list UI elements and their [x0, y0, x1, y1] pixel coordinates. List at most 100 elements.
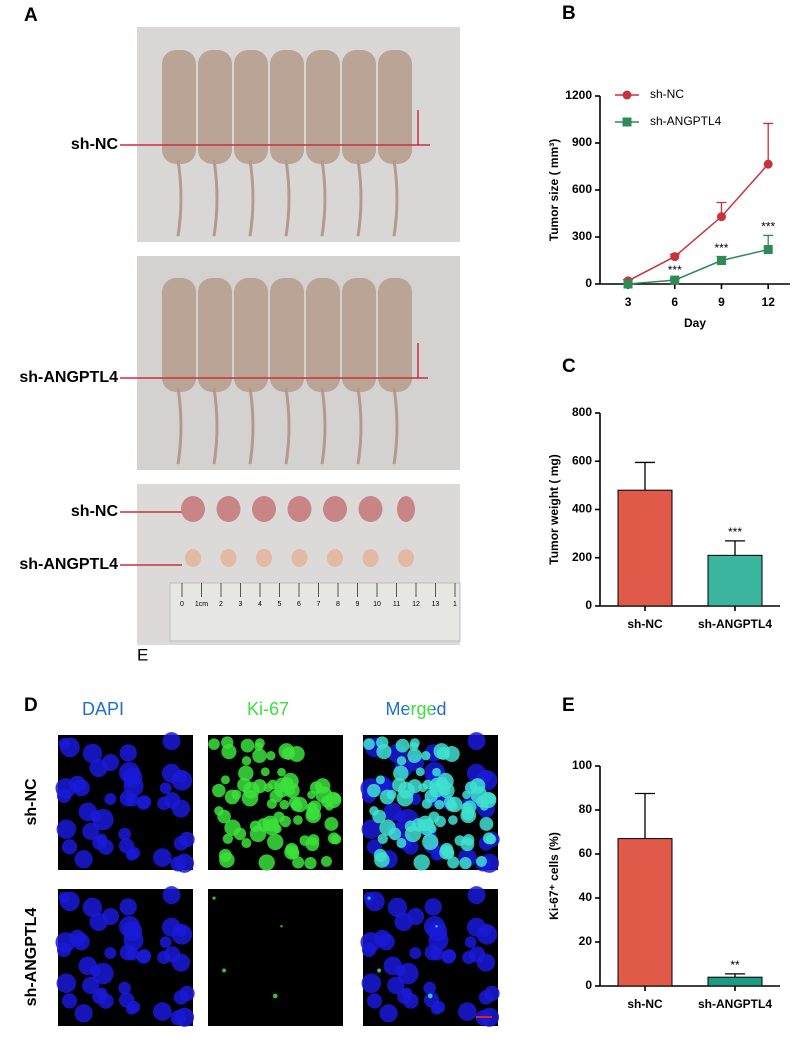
- cell: [469, 946, 485, 962]
- cell: [433, 743, 449, 759]
- significance: ***: [728, 525, 742, 539]
- mouse-body: [270, 278, 304, 392]
- stray-label: E: [137, 645, 148, 664]
- cell: [304, 857, 316, 869]
- cell: [428, 922, 448, 942]
- cell: [379, 819, 395, 835]
- cell: [324, 817, 338, 831]
- cell: [267, 834, 283, 850]
- cell: [219, 852, 235, 868]
- cell: [225, 790, 240, 805]
- tumor: [398, 549, 414, 567]
- x-tick-label: sh-ANGPTL4: [698, 997, 772, 1011]
- cell: [120, 744, 137, 761]
- mouse-body: [162, 50, 196, 164]
- cell: [376, 775, 385, 784]
- cell: [388, 898, 407, 917]
- cell: [362, 973, 382, 993]
- micrograph: [208, 889, 343, 1026]
- cell: [403, 993, 418, 1008]
- y-tick-label: 400: [572, 502, 592, 516]
- ruler-label: 0: [180, 601, 184, 608]
- cell: [448, 815, 458, 825]
- x-tick-label: sh-ANGPTL4: [698, 617, 772, 631]
- ruler-label: 10: [373, 601, 381, 608]
- cell: [238, 765, 253, 780]
- cell: [74, 850, 92, 868]
- cell: [377, 969, 381, 973]
- cell: [428, 994, 433, 999]
- cell: [214, 806, 223, 815]
- cell: [444, 797, 456, 809]
- cell: [321, 856, 332, 867]
- cell: [163, 886, 181, 904]
- x-axis-title: Day: [684, 316, 706, 330]
- tumor: [397, 496, 415, 522]
- cell: [259, 854, 275, 870]
- cell: [59, 892, 70, 903]
- y-tick-label: 800: [572, 405, 592, 419]
- x-tick-label: 9: [718, 295, 725, 309]
- cell: [440, 843, 453, 856]
- row-label: sh-NC: [71, 136, 119, 153]
- tumor: [252, 496, 276, 522]
- cell: [433, 1001, 445, 1013]
- x-tick-label: 6: [671, 295, 678, 309]
- cell: [212, 784, 225, 797]
- y-axis-title: Tumor weight ( mg): [547, 454, 561, 564]
- cell: [435, 925, 437, 927]
- significance: **: [730, 958, 740, 972]
- cell: [397, 756, 406, 765]
- y-tick-label: 600: [572, 182, 592, 196]
- mouse-body: [270, 50, 304, 164]
- cell: [465, 781, 478, 794]
- tumor: [327, 549, 343, 567]
- marker: [717, 256, 726, 265]
- cell: [422, 834, 438, 850]
- tumor: [323, 496, 347, 522]
- cell: [98, 839, 113, 854]
- bar: [708, 977, 762, 986]
- cell: [467, 918, 486, 937]
- cell: [224, 819, 240, 835]
- cell: [396, 739, 410, 753]
- cell: [153, 848, 172, 867]
- cell: [242, 756, 251, 765]
- y-axis-title: Tumor size ( mm³): [547, 139, 561, 241]
- cell: [277, 768, 286, 777]
- significance: ***: [761, 220, 775, 234]
- cell: [463, 834, 475, 846]
- cell: [435, 816, 446, 827]
- legend-label: sh-ANGPTL4: [650, 114, 722, 128]
- cell: [128, 847, 140, 859]
- row-label: sh-ANGPTL4: [23, 908, 40, 1007]
- cell: [416, 767, 425, 776]
- cell: [162, 918, 181, 937]
- series-line: [628, 250, 768, 284]
- column-label: Ki-67: [247, 699, 289, 719]
- ruler-label: 12: [412, 601, 420, 608]
- cell: [479, 817, 493, 831]
- cell: [293, 815, 303, 825]
- panel-label: E: [562, 695, 575, 716]
- mouse-body: [306, 50, 340, 164]
- panel-label: D: [24, 695, 38, 716]
- mouse-body: [378, 278, 412, 392]
- cell: [160, 936, 172, 948]
- cell: [462, 808, 474, 820]
- tumor: [185, 549, 201, 567]
- error-bar: [725, 541, 745, 555]
- cell: [98, 993, 113, 1008]
- tumor: [288, 496, 312, 522]
- cell: [374, 852, 390, 868]
- cell: [432, 768, 441, 777]
- cell: [421, 751, 430, 760]
- cell: [92, 963, 113, 984]
- cell: [164, 946, 180, 962]
- cell: [414, 854, 430, 870]
- cell: [423, 982, 436, 995]
- cell: [425, 898, 442, 915]
- cell: [468, 886, 486, 904]
- tumor: [221, 549, 237, 567]
- marker: [624, 280, 633, 289]
